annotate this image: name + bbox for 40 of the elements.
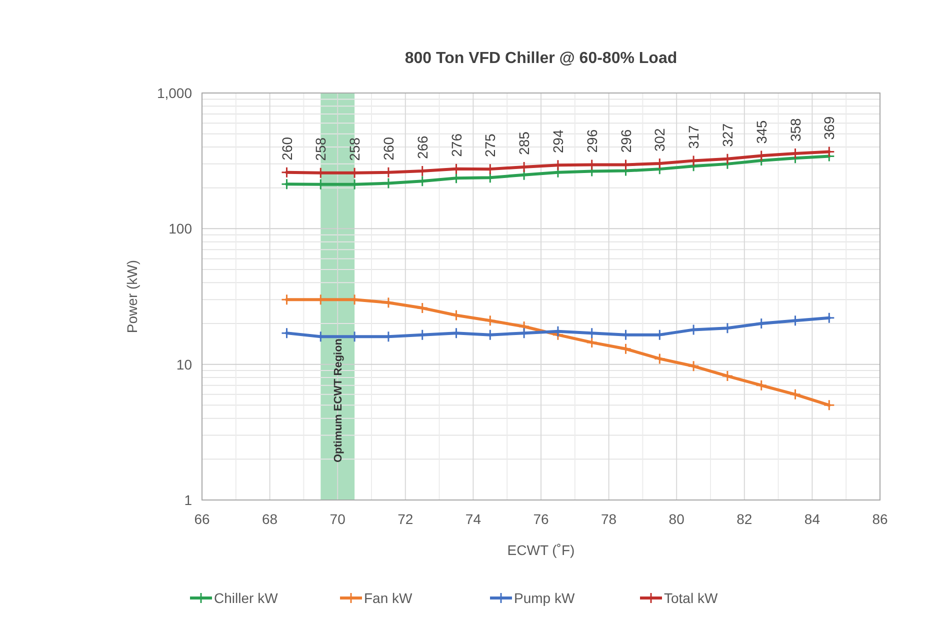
data-label: 345 — [753, 120, 770, 144]
data-label: 302 — [652, 128, 668, 152]
data-label: 369 — [821, 116, 838, 140]
data-label: 327 — [719, 123, 736, 147]
x-tick-label: 70 — [330, 511, 346, 527]
legend-label: Total kW — [664, 590, 718, 606]
data-label: 258 — [312, 137, 329, 161]
legend-label: Chiller kW — [214, 590, 279, 606]
chart-title: 800 Ton VFD Chiller @ 60-80% Load — [404, 50, 678, 67]
x-tick-label: 74 — [465, 511, 482, 527]
data-label: 285 — [516, 131, 532, 155]
x-tick-label: 78 — [601, 511, 617, 527]
y-tick-label: 100 — [168, 220, 192, 237]
data-label: 317 — [686, 125, 702, 149]
data-label: 275 — [482, 133, 498, 158]
x-tick-label: 80 — [668, 511, 685, 527]
data-label: 296 — [618, 129, 634, 153]
x-tick-label: 82 — [736, 511, 752, 527]
x-tick-label: 72 — [398, 511, 414, 527]
data-label: 266 — [414, 135, 430, 160]
data-label: 276 — [448, 133, 464, 157]
y-axis-title: Power (kW) — [124, 260, 140, 334]
data-label: 296 — [584, 129, 600, 153]
data-label: 294 — [550, 130, 566, 154]
x-axis-title: ECWT (˚F) — [507, 542, 575, 558]
data-label: 258 — [346, 137, 363, 161]
legend-label: Pump kW — [514, 590, 576, 606]
x-tick-label: 76 — [533, 511, 549, 527]
x-tick-label: 66 — [194, 511, 210, 527]
data-label: 358 — [787, 118, 804, 142]
x-tick-label: 84 — [804, 511, 820, 527]
y-tick-label: 1 — [184, 492, 192, 508]
y-tick-label: 10 — [176, 356, 192, 372]
legend-label: Fan kW — [364, 590, 414, 606]
data-label: 260 — [380, 136, 396, 160]
y-tick-label: 1,000 — [156, 85, 192, 101]
x-tick-label: 86 — [872, 511, 888, 527]
data-label: 260 — [278, 136, 295, 160]
band-label: Optimum ECWT Region — [332, 338, 345, 463]
x-tick-label: 68 — [262, 511, 278, 527]
